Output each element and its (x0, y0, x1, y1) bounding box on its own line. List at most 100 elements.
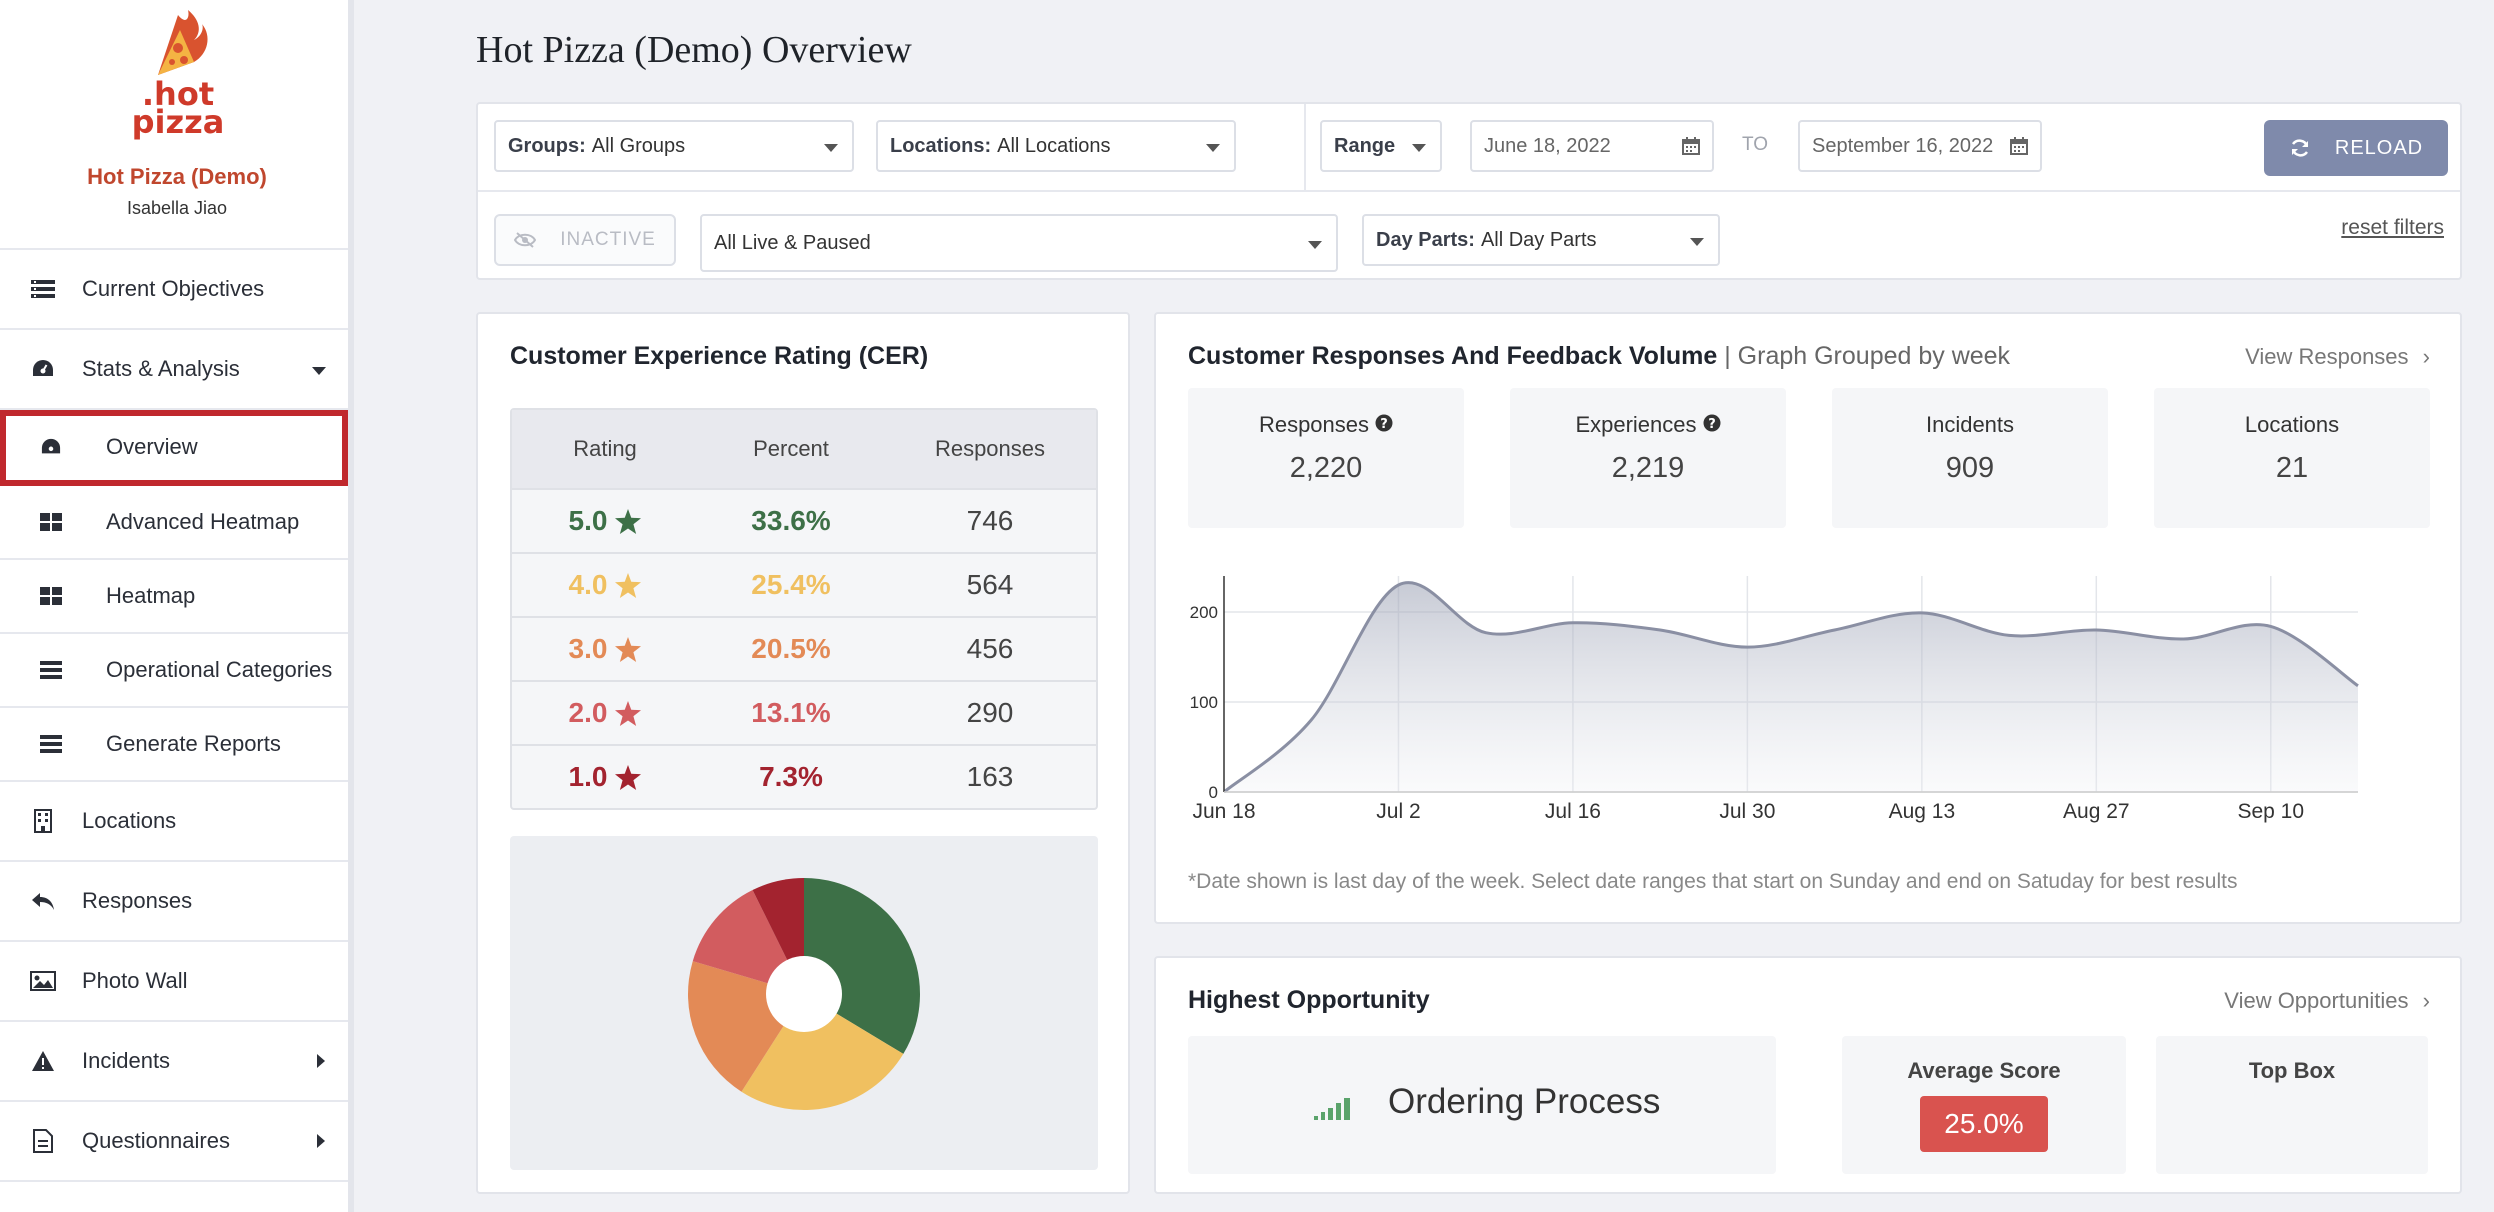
average-score-label: Average Score (1907, 1058, 2061, 1083)
range-label: Range (1334, 134, 1396, 157)
sidebar-item-responses[interactable]: Responses (0, 862, 348, 942)
status-value: All Live & Paused (714, 231, 871, 254)
reload-button[interactable]: RELOAD (2264, 120, 2448, 176)
document-icon (28, 1129, 58, 1153)
sidebar-item-stats-analysis[interactable]: Stats & Analysis (0, 330, 348, 410)
table-row: 4.0 25.4% 564 (512, 552, 1096, 616)
eye-slash-icon (514, 232, 537, 248)
responses-cell: 456 (966, 633, 1014, 664)
opportunity-category-panel[interactable]: Ordering Process (1188, 1036, 1776, 1174)
filter-bar: Groups: All Groups Locations: All Locati… (476, 102, 2462, 280)
groups-select[interactable]: Groups: All Groups (494, 120, 854, 172)
inactive-toggle[interactable]: INACTIVE (494, 214, 676, 266)
view-opportunities-link[interactable]: View Opportunities › (2224, 988, 2430, 1014)
sidebar-item-label: Responses (82, 888, 193, 913)
area-fill (1224, 582, 2358, 792)
warning-icon (28, 1049, 58, 1073)
rating-value: 1.0 (568, 761, 608, 792)
sidebar-item-advanced-heatmap[interactable]: Advanced Heatmap (0, 486, 348, 560)
percent-cell: 25.4% (751, 569, 831, 600)
help-icon[interactable]: ? (1375, 412, 1393, 438)
sidebar-item-heatmap[interactable]: Heatmap (0, 560, 348, 634)
top-box-label: Top Box (2248, 1058, 2336, 1083)
stat-incidents: Incidents 909 (1832, 388, 2108, 528)
brand-header: .hot pizza Hot Pizza (Demo) Isabella Jia… (0, 0, 348, 250)
reload-label: RELOAD (2334, 136, 2424, 159)
groups-value: All Groups (591, 134, 686, 157)
rating-cell: 5.0 (569, 505, 642, 537)
donut-hole (766, 956, 842, 1032)
sidebar-item-label: Operational Categories (106, 657, 333, 682)
column-header-percent: Percent (753, 436, 829, 461)
dayparts-select[interactable]: Day Parts: All Day Parts (1362, 214, 1720, 266)
table-row: 3.0 20.5% 456 (512, 616, 1096, 680)
locations-select[interactable]: Locations: All Locations (876, 120, 1236, 172)
volume-card: Customer Responses And Feedback Volume |… (1154, 312, 2462, 924)
sidebar-item-generate-reports[interactable]: Generate Reports (0, 708, 348, 782)
view-responses-link[interactable]: View Responses › (2245, 344, 2430, 370)
logo-text-pizza: pizza (131, 103, 225, 141)
volume-area-chart: 0 100 200 Jun 18 Jul 2 Jul 16 Jul 30 Aug 13 Aug … (1190, 576, 2359, 823)
star-icon (615, 508, 642, 534)
locations-label: Locations: (890, 134, 992, 157)
sidebar-item-label: Stats & Analysis (82, 356, 240, 381)
building-icon (28, 809, 58, 833)
hot-pizza-logo[interactable]: .hot pizza (128, 10, 228, 138)
svg-text:?: ? (1380, 417, 1388, 432)
sidebar-item-label: Advanced Heatmap (106, 509, 300, 534)
date-to-value: September 16, 2022 (1812, 134, 1994, 157)
chevron-down-icon (1308, 241, 1322, 249)
range-select[interactable]: Range (1320, 120, 1442, 172)
top-box-panel: Top Box (2156, 1036, 2428, 1174)
star-icon (615, 572, 642, 598)
percent-cell: 7.3% (759, 761, 823, 792)
percent-cell: 20.5% (751, 633, 831, 664)
sidebar-item-current-objectives[interactable]: Current Objectives (0, 250, 348, 330)
svg-text:?: ? (1708, 417, 1716, 432)
reset-filters-link[interactable]: reset filters (2341, 216, 2444, 239)
pizza-flame-icon (158, 10, 208, 75)
average-score-panel: Average Score 25.0% (1842, 1036, 2126, 1174)
cer-table: Rating Percent Responses 5.0 33.6% 746 4.0 2… (510, 408, 1098, 810)
series-line (1223, 581, 2359, 794)
chevron-right-icon (316, 1128, 326, 1154)
date-to-input[interactable]: September 16, 2022 (1798, 120, 2042, 172)
chart-footnote: *Date shown is last day of the week. Sel… (1188, 870, 2238, 893)
chevron-down-icon (1690, 238, 1704, 246)
sidebar-item-photo-wall[interactable]: Photo Wall (0, 942, 348, 1022)
date-from-input[interactable]: June 18, 2022 (1470, 120, 1714, 172)
divider (1304, 104, 1306, 190)
average-score-badge: 25.0% (1920, 1096, 2048, 1152)
sidebar-item-locations[interactable]: Locations (0, 782, 348, 862)
sidebar-item-overview[interactable]: Overview (0, 410, 348, 486)
rating-cell: 3.0 (569, 633, 642, 665)
sidebar-item-operational-categories[interactable]: Operational Categories (0, 634, 348, 708)
cer-title: Customer Experience Rating (CER) (510, 342, 929, 370)
responses-cell: 290 (966, 697, 1014, 728)
brand-name: Hot Pizza (Demo) (87, 164, 267, 189)
y-tick-label: 200 (1190, 603, 1218, 622)
x-tick-label: Aug 27 (2063, 800, 2130, 823)
sidebar-item-questionnaires[interactable]: Questionnaires (0, 1102, 348, 1182)
chevron-down-icon (824, 144, 838, 152)
stat-locations: Locations 21 (2154, 388, 2430, 528)
status-select[interactable]: All Live & Paused (700, 214, 1338, 272)
rating-cell: 2.0 (569, 697, 642, 729)
list-icon (36, 732, 66, 756)
rating-value: 5.0 (568, 505, 608, 536)
volume-title: Customer Responses And Feedback Volume |… (1188, 342, 2010, 371)
stat-value: 909 (1945, 452, 1995, 484)
x-tick-label: Jun 18 (1192, 800, 1255, 823)
y-tick-label: 0 (1209, 783, 1218, 802)
sidebar-item-incidents[interactable]: Incidents (0, 1022, 348, 1102)
star-icon (615, 636, 642, 662)
sidebar-item-label: Questionnaires (82, 1128, 230, 1153)
dayparts-value: All Day Parts (1480, 228, 1597, 251)
logo-text-hot: .hot (141, 75, 215, 113)
help-icon[interactable]: ? (1703, 412, 1721, 438)
calendar-icon (1682, 137, 1700, 161)
rating-value: 2.0 (568, 697, 608, 728)
chevron-down-icon (312, 356, 326, 382)
column-header-responses: Responses (934, 436, 1046, 461)
list-icon (36, 658, 66, 682)
